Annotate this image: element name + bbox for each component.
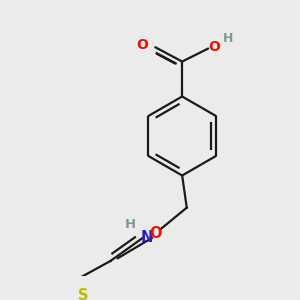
Text: O: O	[136, 38, 148, 52]
Text: N: N	[141, 230, 153, 245]
Text: S: S	[78, 288, 88, 300]
Text: O: O	[149, 226, 162, 241]
Text: H: H	[223, 32, 233, 45]
Text: H: H	[125, 218, 136, 231]
Text: O: O	[208, 40, 220, 54]
